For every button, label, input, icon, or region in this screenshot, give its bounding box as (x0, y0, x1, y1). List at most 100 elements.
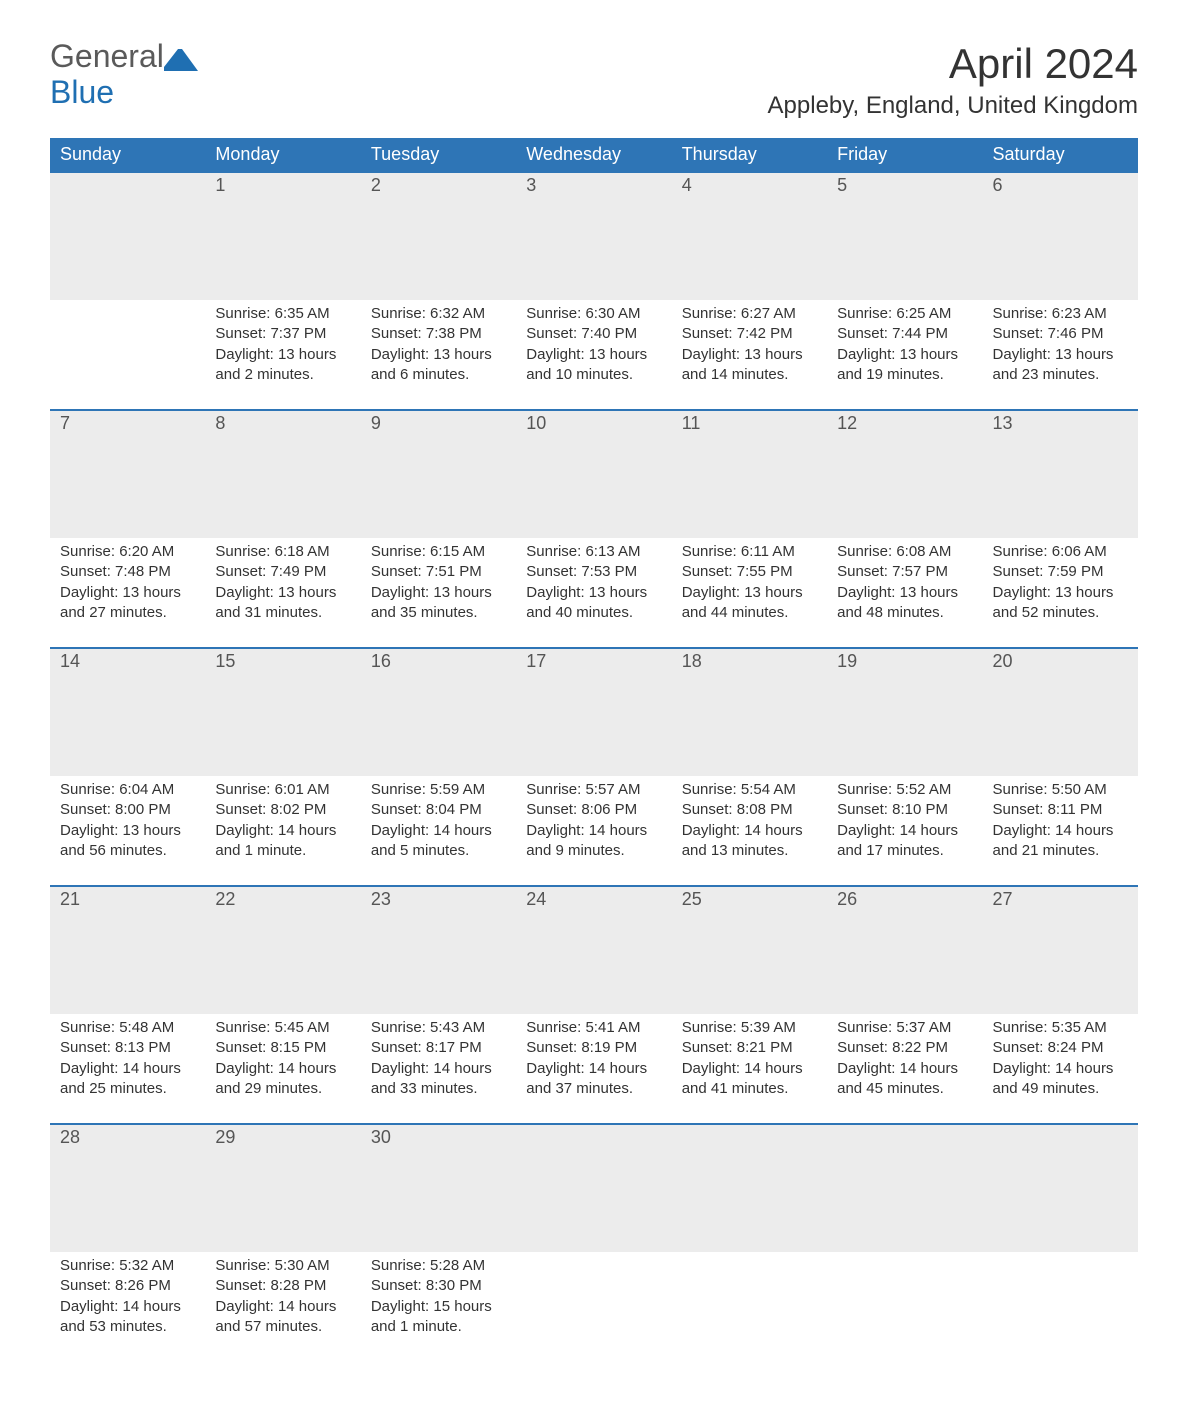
sunrise-value: 5:57 AM (585, 781, 640, 798)
daylight-label: Daylight: (526, 1060, 589, 1077)
sunrise-value: 6:32 AM (430, 305, 485, 322)
week-number-row: 282930 (50, 1124, 1138, 1252)
sunrise-label: Sunrise: (837, 1019, 896, 1036)
daylight-label: Daylight: (371, 584, 434, 601)
sunset-label: Sunset: (371, 563, 426, 580)
weekday-header: Wednesday (516, 138, 671, 172)
sunset-label: Sunset: (60, 1277, 115, 1294)
sunrise-value: 6:01 AM (275, 781, 330, 798)
sunset-value: 7:37 PM (270, 325, 326, 342)
sunrise-value: 6:20 AM (119, 543, 174, 560)
daylight-label: Daylight: (837, 1060, 900, 1077)
sunrise-label: Sunrise: (682, 781, 741, 798)
sunset-value: 7:48 PM (115, 563, 171, 580)
sunrise-label: Sunrise: (60, 1257, 119, 1274)
sunrise-value: 6:08 AM (896, 543, 951, 560)
logo-text-general: General (50, 38, 164, 74)
sunrise-value: 6:11 AM (741, 543, 795, 560)
sunset-value: 8:10 PM (892, 801, 948, 818)
sunrise-label: Sunrise: (993, 1019, 1052, 1036)
weekday-header: Monday (205, 138, 360, 172)
day-number: 16 (361, 649, 516, 674)
day-cell: Sunrise: 6:32 AMSunset: 7:38 PMDaylight:… (361, 300, 516, 403)
day-cell: Sunrise: 6:35 AMSunset: 7:37 PMDaylight:… (205, 300, 360, 403)
empty-day-cell (827, 1252, 982, 1362)
daylight-label: Daylight: (60, 822, 123, 839)
sunrise-value: 5:48 AM (119, 1019, 174, 1036)
sunset-value: 7:51 PM (426, 563, 482, 580)
sunrise-label: Sunrise: (215, 543, 274, 560)
day-cell: Sunrise: 5:57 AMSunset: 8:06 PM Daylight:… (516, 776, 671, 879)
day-number: 26 (827, 887, 982, 912)
day-cell: Sunrise: 5:48 AMSunset: 8:13 PMDaylight:… (50, 1014, 205, 1117)
day-cell: Sunrise: 6:18 AMSunset: 7:49 PMDaylight:… (205, 538, 360, 641)
daylight-label: Daylight: (837, 822, 900, 839)
sunset-value: 7:38 PM (426, 325, 482, 342)
sunset-value: 8:26 PM (115, 1277, 171, 1294)
empty-day-number (672, 1124, 827, 1252)
day-cell: Sunrise: 6:30 AMSunset: 7:40 PMDaylight:… (516, 300, 671, 403)
sunset-label: Sunset: (526, 801, 581, 818)
daylight-label: Daylight: (993, 822, 1056, 839)
day-number: 13 (983, 411, 1138, 436)
sunset-label: Sunset: (837, 801, 892, 818)
daylight-label: Daylight: (526, 346, 589, 363)
empty-day-number (50, 172, 205, 300)
day-cell: Sunrise: 5:37 AMSunset: 8:22 PMDaylight:… (827, 1014, 982, 1117)
day-number: 17 (516, 649, 671, 674)
sunrise-label: Sunrise: (215, 1257, 274, 1274)
sunrise-label: Sunrise: (215, 305, 274, 322)
week-content-row: Sunrise: 5:48 AMSunset: 8:13 PMDaylight:… (50, 1014, 1138, 1124)
sunrise-label: Sunrise: (371, 305, 430, 322)
sunrise-value: 5:28 AM (430, 1257, 485, 1274)
daylight-label: Daylight: (526, 822, 589, 839)
calendar-table: SundayMondayTuesdayWednesdayThursdayFrid… (50, 138, 1138, 1362)
sunset-label: Sunset: (526, 325, 581, 342)
sunset-value: 8:06 PM (581, 801, 637, 818)
day-number: 30 (361, 1125, 516, 1150)
sunrise-value: 5:30 AM (275, 1257, 330, 1274)
sunrise-label: Sunrise: (526, 781, 585, 798)
weekday-header-row: SundayMondayTuesdayWednesdayThursdayFrid… (50, 138, 1138, 172)
sunrise-label: Sunrise: (993, 781, 1052, 798)
sunset-value: 7:55 PM (737, 563, 793, 580)
day-number: 21 (50, 887, 205, 912)
sunrise-value: 6:27 AM (741, 305, 796, 322)
daylight-label: Daylight: (215, 1298, 278, 1315)
day-number: 25 (672, 887, 827, 912)
week-number-row: 123456 (50, 172, 1138, 300)
day-cell: Sunrise: 5:59 AMSunset: 8:04 PMDaylight:… (361, 776, 516, 879)
sunrise-value: 6:25 AM (896, 305, 951, 322)
week-content-row: Sunrise: 6:20 AMSunset: 7:48 PMDaylight:… (50, 538, 1138, 648)
sunset-label: Sunset: (60, 801, 115, 818)
brand-logo: General Blue (50, 40, 198, 108)
sunset-label: Sunset: (215, 1039, 270, 1056)
sunset-label: Sunset: (682, 1039, 737, 1056)
daylight-label: Daylight: (371, 1298, 434, 1315)
sunrise-label: Sunrise: (682, 1019, 741, 1036)
sunrise-value: 6:13 AM (585, 543, 640, 560)
empty-day-cell (516, 1252, 671, 1362)
day-number: 27 (983, 887, 1138, 912)
sunset-value: 7:40 PM (581, 325, 637, 342)
sunset-label: Sunset: (837, 325, 892, 342)
location-subtitle: Appleby, England, United Kingdom (768, 92, 1138, 120)
sunrise-value: 5:45 AM (275, 1019, 330, 1036)
empty-day-number (827, 1124, 982, 1252)
sunset-label: Sunset: (993, 1039, 1048, 1056)
empty-day-number (983, 1124, 1138, 1252)
sunset-value: 8:22 PM (892, 1039, 948, 1056)
sunset-value: 8:30 PM (426, 1277, 482, 1294)
sunset-value: 8:04 PM (426, 801, 482, 818)
sunset-value: 7:44 PM (892, 325, 948, 342)
daylight-label: Daylight: (837, 346, 900, 363)
day-number: 12 (827, 411, 982, 436)
week-content-row: Sunrise: 5:32 AMSunset: 8:26 PMDaylight:… (50, 1252, 1138, 1362)
day-number: 9 (361, 411, 516, 436)
sunrise-label: Sunrise: (993, 543, 1052, 560)
flag-icon (164, 49, 198, 76)
empty-day-cell (983, 1252, 1138, 1362)
day-number: 5 (827, 173, 982, 198)
sunset-value: 8:19 PM (581, 1039, 637, 1056)
sunset-label: Sunset: (60, 563, 115, 580)
